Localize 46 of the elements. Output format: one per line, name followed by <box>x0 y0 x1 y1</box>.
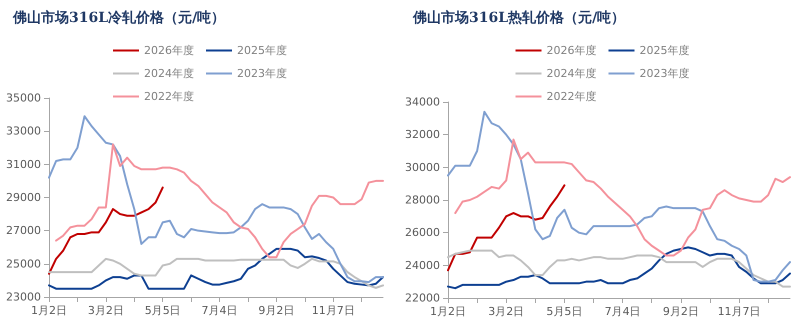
line-series <box>48 186 164 275</box>
legend-label: 2024年度 <box>144 67 194 80</box>
line-series <box>48 258 384 289</box>
x-tick-label: 3月2日 <box>488 305 524 318</box>
legend-label: 2022年度 <box>144 90 194 103</box>
legend-label: 2025年度 <box>237 44 287 57</box>
line-series <box>447 184 566 272</box>
y-tick-label: 30000 <box>405 160 440 174</box>
y-tick-label: 22000 <box>405 292 440 304</box>
y-tick-label: 32000 <box>405 128 440 142</box>
legend-label: 2023年度 <box>640 67 690 80</box>
x-tick-label: 7月4日 <box>202 304 238 317</box>
x-tick-label: 5月5日 <box>144 304 181 317</box>
x-tick-label: 7月4日 <box>604 305 641 318</box>
y-tick-label: 28000 <box>405 194 440 206</box>
legend-label: 2026年度 <box>144 44 194 57</box>
y-tick-label: 26000 <box>405 226 440 240</box>
y-tick-label: 35000 <box>6 92 41 104</box>
x-tick-label: 3月2日 <box>88 304 124 317</box>
line-series <box>55 143 384 258</box>
line-series <box>48 248 384 290</box>
line-series <box>48 115 384 284</box>
legend-label: 2024年度 <box>546 67 597 80</box>
line-series <box>454 138 791 257</box>
x-tick-label: 5月5日 <box>546 305 582 318</box>
line-series <box>447 110 791 283</box>
y-tick-label: 27000 <box>6 224 41 238</box>
legend-label: 2023年度 <box>237 67 287 80</box>
y-tick-label: 23000 <box>6 290 41 304</box>
x-tick-label: 9月2日 <box>662 305 699 318</box>
legend-label: 2022年度 <box>546 90 597 103</box>
chart-title: 佛山市场316L热轧价格（元/吨） <box>412 9 626 26</box>
y-tick-label: 34000 <box>405 96 440 108</box>
x-tick-label: 11月7日 <box>312 304 355 317</box>
chart-title: 佛山市场316L冷轧价格（元/吨） <box>12 9 226 26</box>
y-tick-label: 33000 <box>6 124 41 138</box>
x-tick-label: 9月2日 <box>258 304 294 317</box>
legend-label: 2026年度 <box>546 44 597 57</box>
x-tick-label: 11月7日 <box>718 305 761 318</box>
y-tick-label: 25000 <box>6 257 41 270</box>
legend-label: 2025年度 <box>640 44 690 57</box>
y-tick-label: 31000 <box>6 158 41 171</box>
x-tick-label: 1月2日 <box>31 304 67 317</box>
y-tick-label: 24000 <box>405 258 440 272</box>
x-tick-label: 1月2日 <box>430 305 466 318</box>
y-tick-label: 29000 <box>6 191 41 204</box>
